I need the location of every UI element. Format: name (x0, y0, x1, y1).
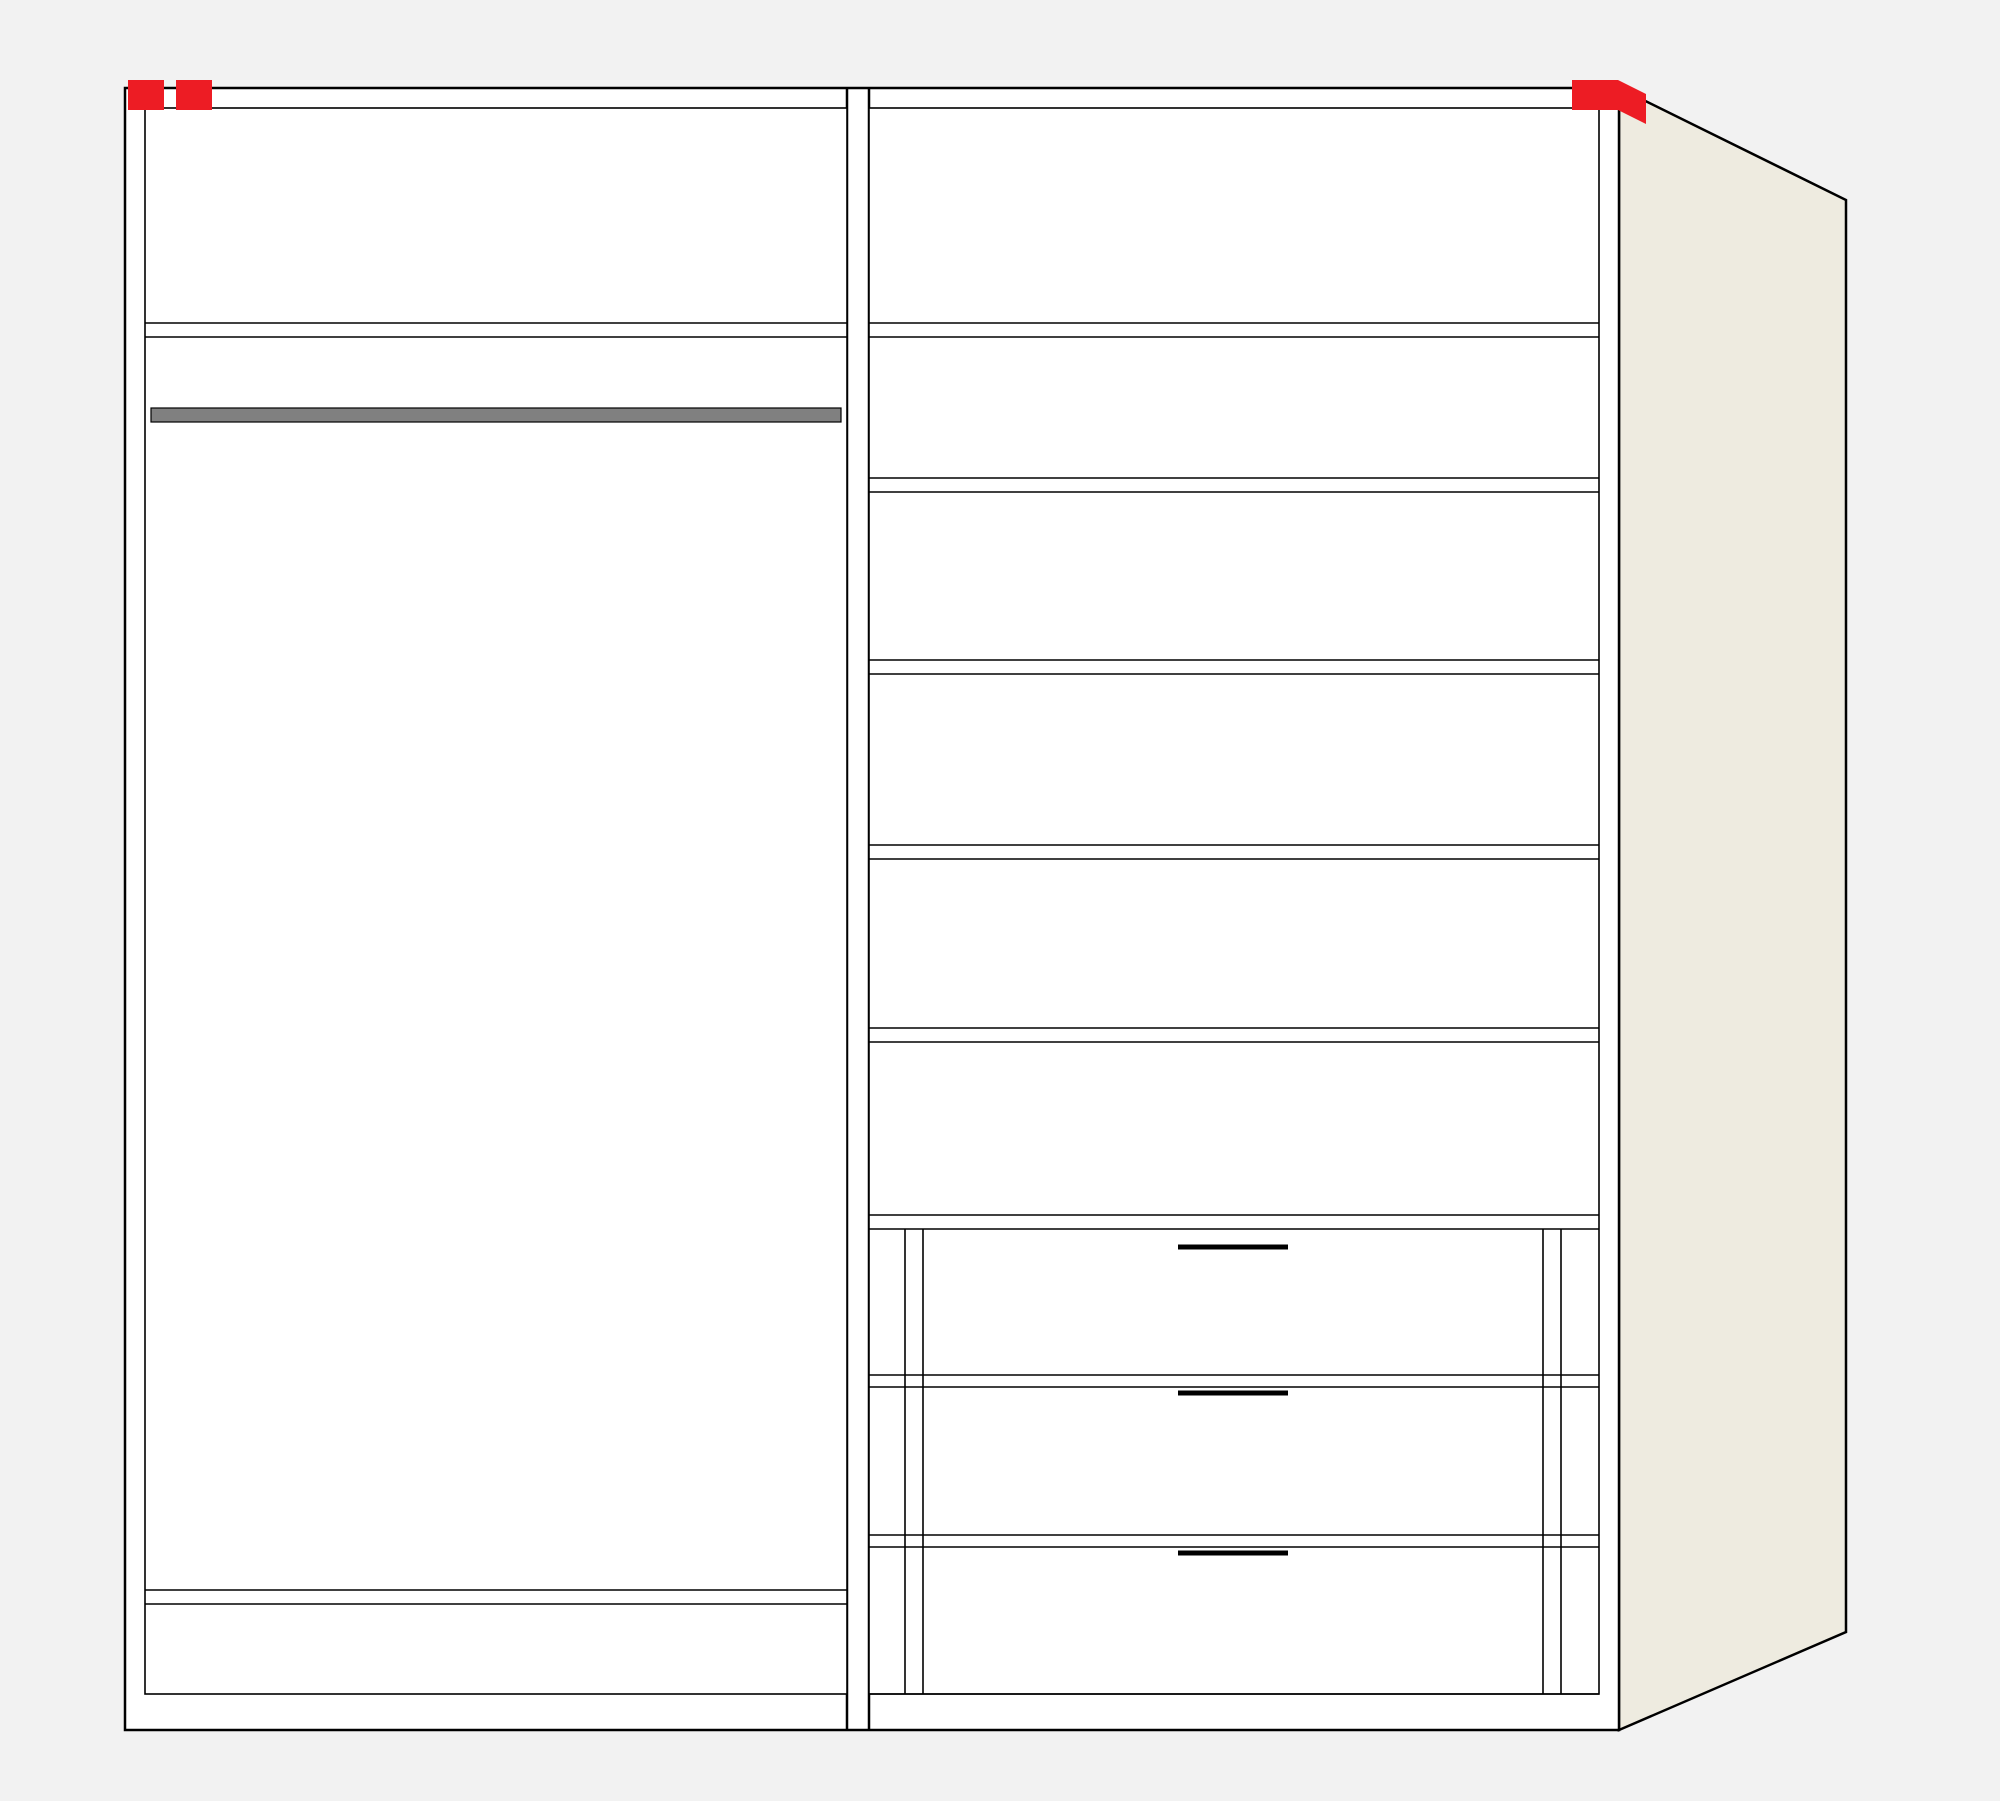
side-panel (1619, 88, 1846, 1730)
right-compartment (869, 108, 1599, 1694)
left-compartment (145, 108, 847, 1694)
accent-clip-2 (1572, 80, 1618, 110)
hanging-rail (151, 408, 841, 422)
accent-clip-0 (128, 80, 164, 110)
accent-clip-1 (176, 80, 212, 110)
wardrobe-diagram (0, 0, 2000, 1801)
